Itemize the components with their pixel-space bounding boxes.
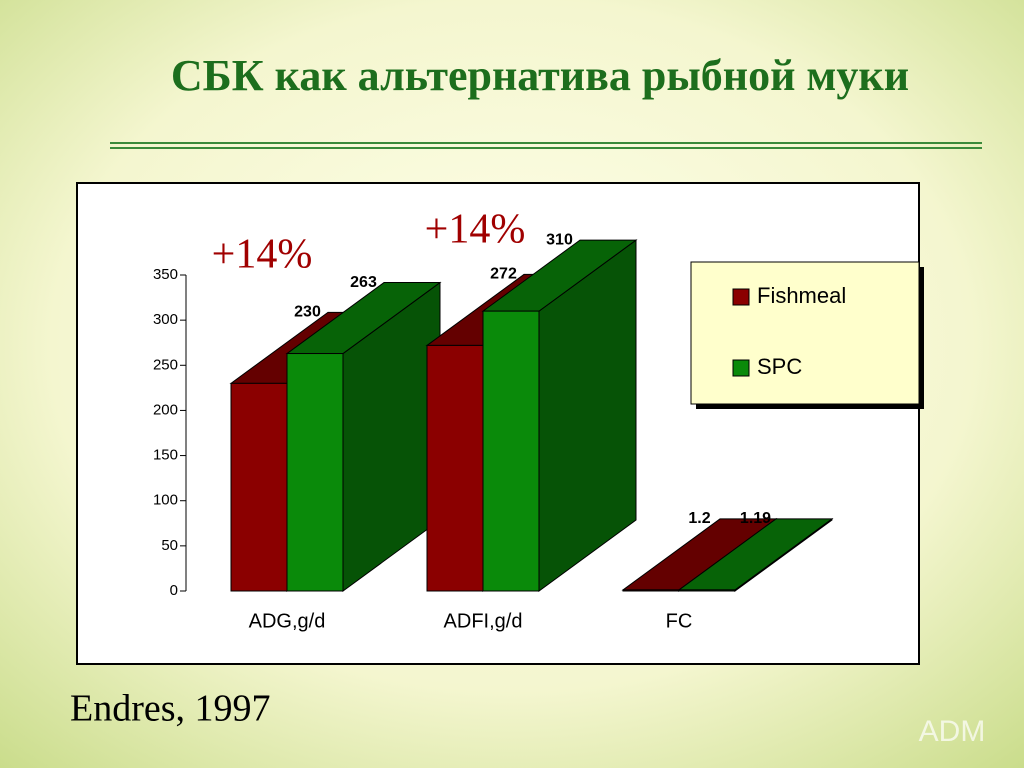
bar	[482, 310, 540, 592]
legend-swatch	[732, 288, 750, 306]
x-tick-label: ADFI,g/d	[444, 610, 523, 632]
x-tick-label: FC	[666, 610, 693, 632]
source: Endres, 1997	[70, 688, 271, 730]
bar	[230, 382, 288, 592]
value-label: 310	[546, 231, 573, 248]
y-tick-label: 50	[161, 537, 178, 554]
bar	[286, 353, 344, 592]
y-tick-label: 150	[153, 447, 178, 464]
bar	[426, 344, 484, 592]
slide-title: СБК как альтернатива рыбной муки	[171, 51, 909, 100]
annotation: +14%	[212, 232, 313, 278]
legend	[690, 261, 920, 405]
legend-label: Fishmeal	[757, 283, 846, 308]
value-label: 263	[350, 274, 377, 291]
value-label: 272	[490, 266, 517, 283]
y-tick-label: 250	[153, 356, 178, 373]
x-tick-label: ADG,g/d	[249, 610, 326, 632]
legend-swatch	[732, 359, 750, 377]
annotation: +14%	[425, 207, 526, 253]
value-label: 1.19	[740, 510, 771, 527]
value-label: 230	[294, 304, 321, 321]
y-tick-label: 100	[153, 492, 178, 509]
bar	[622, 589, 680, 592]
value-label: 1.2	[688, 510, 710, 527]
plot: 0 50 100 150 200 250 300 350 230 263 ADG,g/d 272 310…	[153, 207, 924, 632]
legend-label: SPC	[757, 354, 802, 379]
y-tick-label: 0	[170, 582, 178, 599]
y-tick-label: 350	[153, 266, 178, 283]
bar	[678, 589, 736, 592]
y-tick-label: 300	[153, 311, 178, 328]
y-tick-label: 200	[153, 401, 178, 418]
logo: ADM	[919, 715, 986, 748]
